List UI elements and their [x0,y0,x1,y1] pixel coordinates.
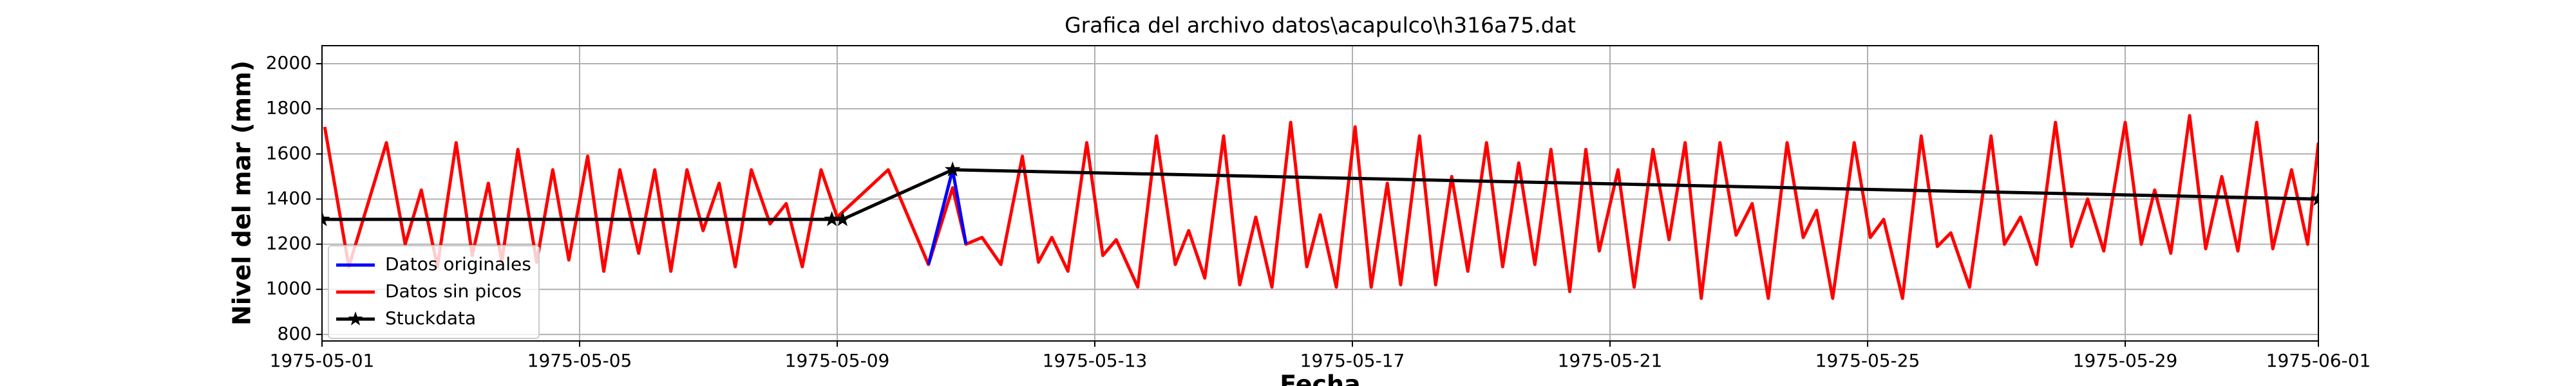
y-axis-label: Nivel del mar (mm) [228,60,256,326]
stuck-marker [322,211,330,226]
chart-title: Grafica del archivo datos\acapulco\h316a… [1065,13,1576,38]
y-tick-label: 800 [278,323,312,344]
x-tick-label: 1975-05-01 [270,350,375,371]
y-tick-label: 1800 [266,97,312,118]
x-tick-label: 1975-05-05 [527,350,632,371]
x-tick-label: 1975-05-13 [1043,350,1148,371]
x-axis-label: Fecha [1280,371,1360,386]
x-tick-label: 1975-05-25 [1815,350,1920,371]
plot-frame [321,45,2319,342]
legend-label: Stuckdata [385,308,476,329]
x-tick-label: 1975-05-29 [2073,350,2178,371]
x-tick-label: 1975-06-01 [2266,350,2371,371]
legend-box [328,245,540,339]
x-tick-label: 1975-05-17 [1300,350,1405,371]
y-tick-label: 1200 [266,233,312,254]
x-tick-label: 1975-05-21 [1558,350,1663,371]
legend-marker [348,311,363,326]
stuck-marker [2310,190,2318,206]
y-tick-label: 2000 [266,52,312,73]
x-tick-label: 1975-05-09 [785,350,890,371]
y-tick-label: 1400 [266,187,312,208]
stuck-marker [824,211,840,226]
y-tick-label: 1600 [266,142,312,163]
plot-area [322,114,2318,300]
y-tick-label: 1000 [266,278,312,299]
legend-label: Datos originales [385,253,531,275]
legend-label: Datos sin picos [385,280,522,302]
series-line [323,114,2318,300]
stuck-marker [944,161,961,177]
stuck-marker [835,211,851,226]
